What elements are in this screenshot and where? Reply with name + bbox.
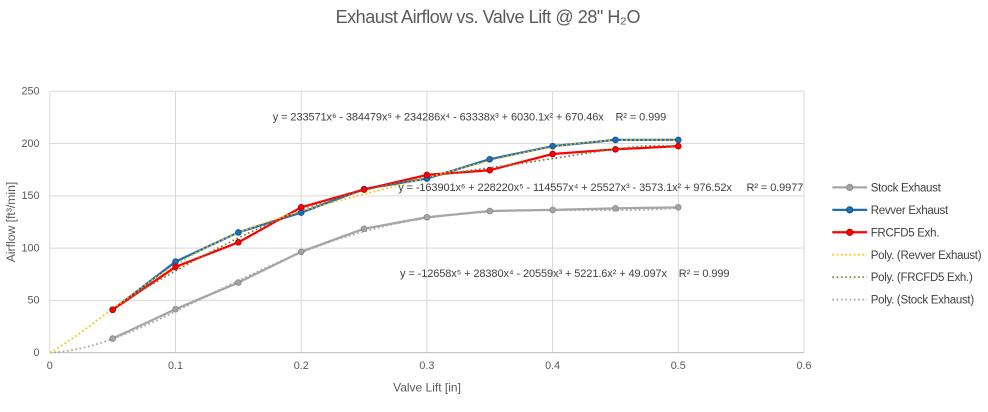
svg-text:0.2: 0.2 (294, 360, 309, 372)
svg-text:0: 0 (33, 347, 39, 359)
svg-text:Poly. (Stock Exhaust): Poly. (Stock Exhaust) (871, 295, 975, 307)
svg-text:250: 250 (21, 86, 39, 98)
svg-text:Poly. (Revver Exhaust): Poly. (Revver Exhaust) (871, 250, 982, 262)
svg-text:50: 50 (27, 295, 39, 307)
svg-text:0.4: 0.4 (545, 360, 560, 372)
svg-text:0.6: 0.6 (796, 360, 811, 372)
svg-text:100: 100 (21, 242, 39, 254)
svg-text:150: 150 (21, 190, 39, 202)
svg-text:Stock Exhaust: Stock Exhaust (871, 182, 942, 194)
svg-text:Poly. (FRCFD5 Exh.): Poly. (FRCFD5 Exh.) (871, 272, 973, 284)
svg-text:FRCFD5 Exh.: FRCFD5 Exh. (871, 227, 940, 239)
svg-text:Revver Exhaust: Revver Exhaust (871, 205, 949, 217)
svg-text:Exhaust Airflow vs. Valve Lift: Exhaust Airflow vs. Valve Lift @ 28" H₂O (336, 7, 641, 27)
svg-text:Valve Lift [in]: Valve Lift [in] (393, 380, 461, 394)
svg-text:0: 0 (47, 360, 53, 372)
svg-text:0.1: 0.1 (168, 360, 183, 372)
svg-text:Airflow [ft³/min]: Airflow [ft³/min] (4, 182, 18, 263)
svg-text:0.5: 0.5 (671, 360, 686, 372)
svg-text:0.3: 0.3 (419, 360, 434, 372)
svg-text:y = -12658x⁵ + 28380x⁴ - 20559: y = -12658x⁵ + 28380x⁴ - 20559x³ + 5221.… (400, 268, 729, 280)
svg-text:y = -163901x⁶ + 228220x⁵ - 114: y = -163901x⁶ + 228220x⁵ - 114557x⁴ + 25… (398, 182, 803, 194)
svg-text:200: 200 (21, 138, 39, 150)
svg-text:y = 233571x⁶ - 384479x⁵ + 2342: y = 233571x⁶ - 384479x⁵ + 234286x⁴ - 633… (273, 111, 666, 123)
